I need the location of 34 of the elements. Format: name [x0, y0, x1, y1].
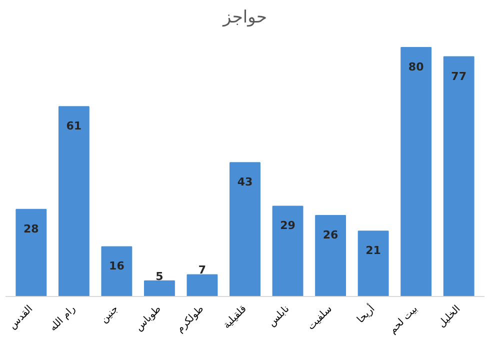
x-tick-label: بيت لحم [387, 304, 420, 336]
bar [144, 280, 175, 296]
data-label: 61 [66, 120, 82, 133]
data-label: 26 [322, 228, 339, 242]
bar [272, 206, 304, 296]
x-tick-label: أريحا [354, 302, 378, 326]
bar [358, 230, 389, 296]
x-tick-label: الخليل [436, 304, 463, 330]
bar [186, 274, 218, 296]
bar [315, 215, 346, 296]
data-label: 43 [237, 176, 253, 189]
data-label: 29 [280, 219, 296, 232]
x-tick-label: طولكرم [174, 304, 206, 336]
data-label: 77 [451, 70, 466, 83]
bar [230, 162, 260, 296]
data-label: 7 [198, 264, 206, 277]
x-tick-label: قلقيلية [221, 303, 250, 332]
bar [400, 46, 432, 296]
x-tick-label: رام الله [48, 303, 78, 334]
x-tick-label: طوباس [134, 304, 164, 334]
data-label: 80 [408, 60, 424, 74]
x-tick-label: نابلس [266, 304, 292, 329]
bar [16, 208, 47, 296]
bar [101, 246, 132, 296]
x-tick-label: جنين [98, 304, 121, 326]
x-tick-label: القدس [7, 304, 36, 332]
chart-title: حواجز [222, 8, 267, 28]
bar [58, 106, 90, 296]
x-tick-label: سلفيت [306, 304, 334, 332]
bar [443, 56, 474, 296]
data-label: 21 [366, 244, 381, 258]
data-label: 16 [109, 260, 125, 273]
data-label: 28 [24, 222, 39, 236]
data-label: 5 [156, 270, 164, 283]
